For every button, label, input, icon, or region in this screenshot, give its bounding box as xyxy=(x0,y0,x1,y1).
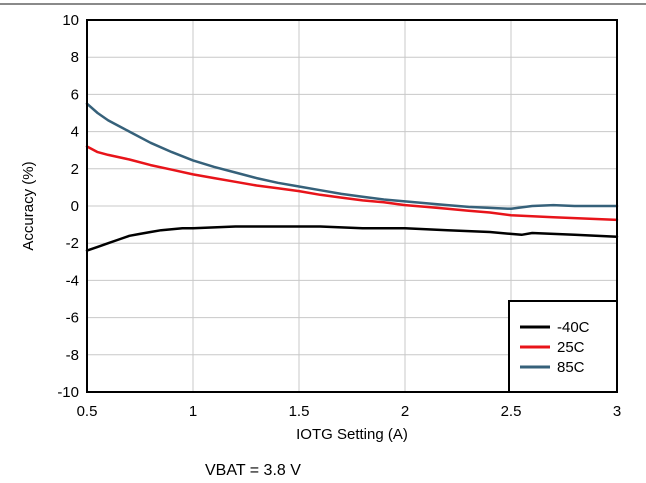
y-tick-label: 10 xyxy=(62,12,79,29)
x-tick-label: 1 xyxy=(189,403,197,420)
y-tick-label: 8 xyxy=(71,49,79,66)
x-axis-label: IOTG Setting (A) xyxy=(296,426,408,443)
legend-label: 85C xyxy=(557,359,585,376)
series-line-25c xyxy=(85,145,619,222)
y-tick-label: -4 xyxy=(66,272,79,289)
x-tick-label: 2 xyxy=(401,403,409,420)
legend: -40C 25C 85C xyxy=(508,300,618,393)
x-tick-label: 2.5 xyxy=(501,403,522,420)
plot-area xyxy=(86,19,618,393)
y-tick-label: 6 xyxy=(71,86,79,103)
y-tick-label: -10 xyxy=(57,384,79,401)
series-line-40c xyxy=(85,225,619,252)
series-group xyxy=(85,102,619,252)
x-tick-labels: 0.5 1 1.5 2 2.5 3 xyxy=(77,403,622,420)
x-tick-label: 0.5 xyxy=(77,403,98,420)
y-tick-label: -8 xyxy=(66,347,79,364)
chart-caption: VBAT = 3.8 V xyxy=(205,462,301,479)
legend-label: -40C xyxy=(557,319,590,336)
y-tick-label: 0 xyxy=(71,198,79,215)
y-tick-label: 2 xyxy=(71,161,79,178)
series-line-85c xyxy=(85,102,619,211)
legend-label: 25C xyxy=(557,339,585,356)
y-tick-label: 4 xyxy=(71,124,79,141)
y-tick-label: -6 xyxy=(66,310,79,327)
y-tick-label: -2 xyxy=(66,235,79,252)
x-tick-label: 3 xyxy=(613,403,621,420)
y-tick-labels: -10 -8 -6 -4 -2 0 2 4 6 8 10 xyxy=(57,12,79,401)
x-tick-label: 1.5 xyxy=(289,403,310,420)
y-axis-label: Accuracy (%) xyxy=(20,161,37,250)
